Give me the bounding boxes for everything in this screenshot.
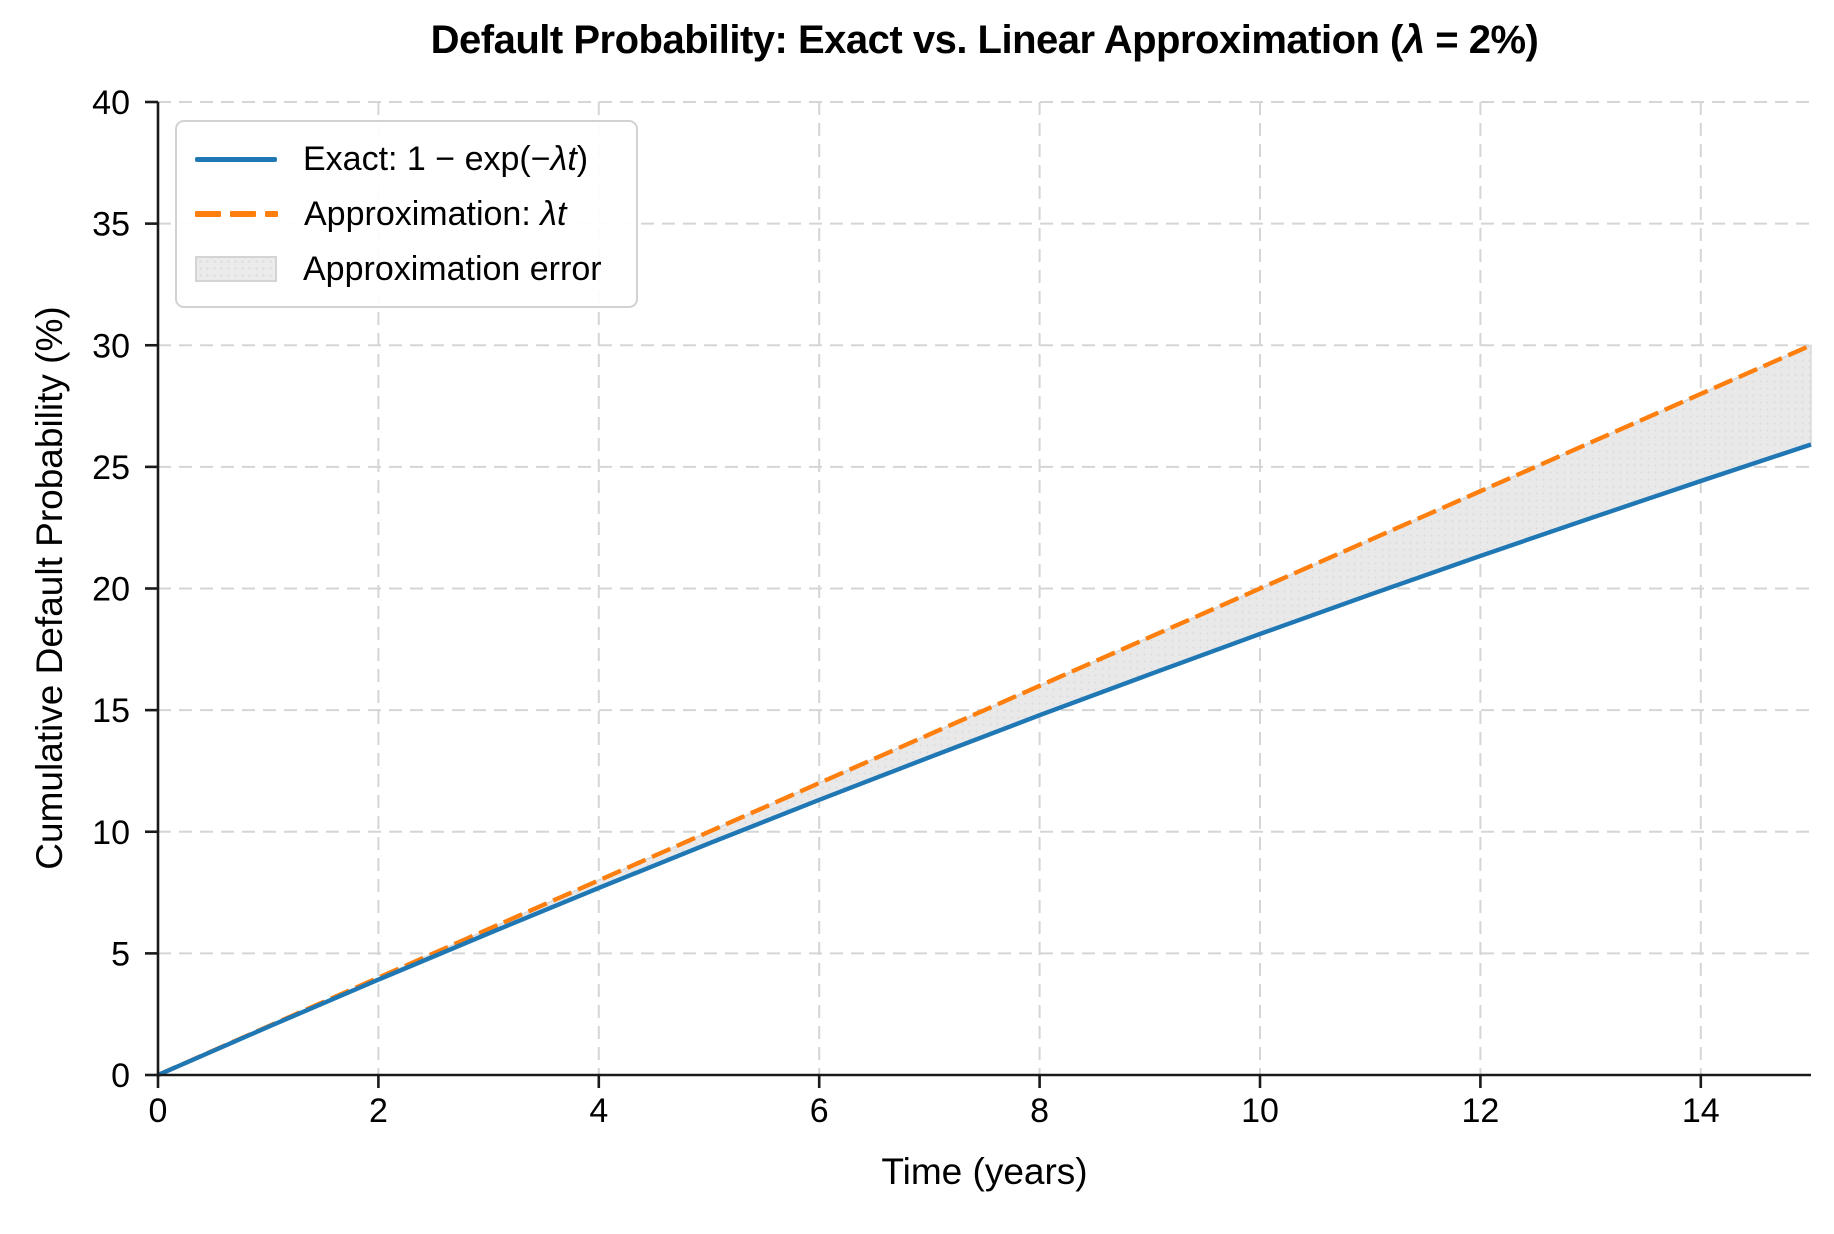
gray-patch-swatch [195, 255, 277, 282]
x-axis-label: Time (years) [881, 1151, 1088, 1192]
y-axis-label: Cumulative Default Probability (%) [29, 306, 70, 870]
y-tick-label: 35 [92, 206, 130, 244]
y-tick-label: 20 [92, 571, 130, 609]
y-tick-label: 25 [92, 449, 130, 487]
chart-title-text: Default Probability: Exact vs. Linear Ap… [430, 18, 1404, 62]
legend-exact-suffix: ) [576, 140, 589, 179]
x-tick-label: 10 [1241, 1092, 1279, 1130]
exact-line [157, 442, 1812, 1078]
x-tick-label: 6 [810, 1092, 829, 1130]
y-tick-label: 30 [92, 327, 130, 365]
legend-item-error: Approximation error [195, 252, 618, 286]
x-tick-label: 8 [1030, 1092, 1049, 1130]
legend-exact-math: λt [550, 140, 577, 179]
orange-dashed-line-swatch [195, 210, 278, 217]
chart-title-suffix: = 2%) [1424, 18, 1539, 62]
legend-label-exact: Exact: 1 − exp(−λt) [303, 142, 588, 176]
axes-layer [145, 100, 1811, 1088]
legend-label-approximation: Approximation: λt [304, 197, 566, 231]
legend-exact-prefix: Exact: 1 − exp(− [303, 140, 551, 179]
legend-approx-prefix: Approximation: [304, 194, 541, 233]
chart-title: Default Probability: Exact vs. Linear Ap… [158, 18, 1811, 63]
legend-item-exact: Exact: 1 − exp(−λt) [195, 142, 618, 176]
y-tick-label: 0 [111, 1057, 130, 1095]
lambda-symbol: λ [1402, 18, 1425, 62]
approximation-line [157, 343, 1812, 1078]
x-tick-label: 4 [589, 1092, 608, 1130]
legend-label-error: Approximation error [303, 252, 602, 286]
x-tick-label: 12 [1461, 1092, 1499, 1130]
x-tick-label: 0 [149, 1092, 168, 1130]
y-tick-label: 10 [92, 814, 130, 852]
series-layer [157, 343, 1812, 1078]
x-tick-label: 14 [1682, 1092, 1720, 1130]
legend-approx-math: λt [540, 194, 567, 233]
legend: Exact: 1 − exp(−λt) Approximation: λt Ap… [175, 120, 638, 308]
blue-solid-line-swatch [195, 156, 277, 162]
x-tick-label: 2 [369, 1092, 388, 1130]
legend-item-approximation: Approximation: λt [195, 197, 618, 231]
y-tick-label: 15 [92, 692, 130, 730]
tick-label-layer: 0 2 4 6 8 10 12 14 0 5 10 15 20 25 30 35 40 [92, 84, 1720, 1130]
y-tick-label: 5 [111, 935, 130, 973]
y-tick-label: 40 [92, 84, 130, 122]
legend-error-text: Approximation error [303, 249, 602, 288]
